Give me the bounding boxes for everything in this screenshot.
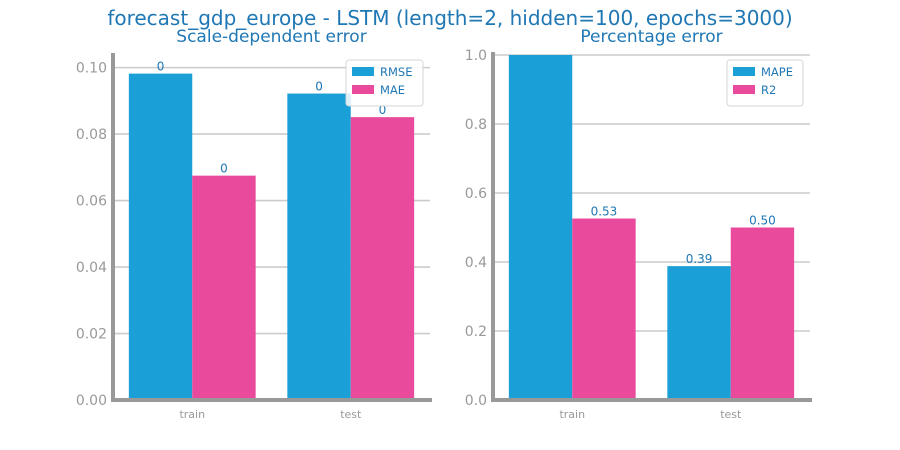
chart-title: Percentage error	[580, 27, 722, 47]
legend-swatch	[352, 67, 374, 76]
data-label: 0	[315, 80, 323, 94]
y-tick-label: 0.8	[465, 117, 487, 133]
chart-percentage-error: 0.0 0.2 0.4 0.6 0.8 1.0 0.53 train 0.39 0.50 test P…	[465, 27, 812, 421]
data-label: 0.53	[591, 205, 618, 219]
y-tick-label: 0.4	[465, 255, 487, 271]
bar-mae-train	[192, 175, 256, 400]
y-tick-label: 1.0	[465, 48, 487, 64]
figure-title: forecast_gdp_europe - LSTM (length=2, hi…	[107, 6, 792, 30]
x-tick-label: train	[559, 408, 585, 421]
bar-rmse-train	[128, 73, 193, 401]
y-tick-label: 0.06	[76, 194, 107, 210]
y-tick-label: 0.6	[465, 186, 487, 202]
bar-r2-test	[730, 227, 795, 400]
x-tick-label: test	[720, 408, 742, 421]
bar-mape-train	[508, 55, 573, 400]
legend-label: MAE	[380, 83, 405, 97]
legend: RMSE MAE	[345, 59, 424, 107]
data-label: 0	[379, 103, 387, 117]
legend-swatch	[733, 67, 755, 76]
chart-scale-dependent-error: 0.00 0.02 0.04 0.06 0.08 0.10 0 0 train 0 0 test Sca…	[76, 27, 432, 421]
bar-r2-train	[572, 218, 636, 400]
legend: MAPE R2	[726, 59, 804, 107]
legend-label: MAPE	[761, 65, 793, 79]
bar-mae-test	[350, 117, 415, 401]
data-label: 0.39	[686, 252, 713, 266]
y-tick-label: 0.10	[76, 61, 107, 77]
bar-mape-test	[667, 266, 731, 400]
data-label: 0	[157, 60, 165, 74]
chart-title: Scale-dependent error	[176, 27, 366, 47]
x-tick-label: test	[340, 408, 362, 421]
legend-label: R2	[761, 83, 776, 97]
legend-swatch	[352, 85, 374, 94]
y-tick-label: 0.08	[76, 127, 107, 143]
y-tick-label: 0.0	[465, 393, 487, 409]
data-label: 0.50	[749, 214, 776, 228]
data-label: 0	[220, 162, 228, 176]
y-tick-label: 0.04	[76, 260, 107, 276]
x-tick-label: train	[179, 408, 205, 421]
legend-swatch	[733, 85, 755, 94]
y-tick-label: 0.02	[76, 327, 107, 343]
legend-label: RMSE	[380, 65, 412, 79]
y-tick-label: 0.2	[465, 324, 487, 340]
bar-rmse-test	[287, 93, 351, 400]
y-tick-label: 0.00	[76, 393, 107, 409]
